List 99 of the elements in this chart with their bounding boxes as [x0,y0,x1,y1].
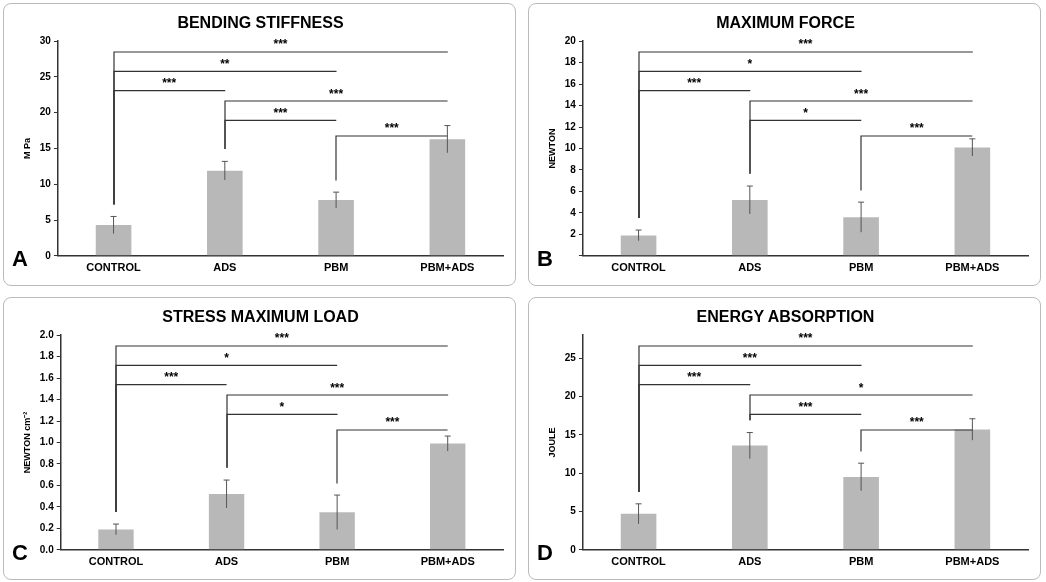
x-tick-label: PBM [848,555,874,568]
y-tick-label: 0 [45,249,52,261]
bar [843,476,879,550]
bar [620,235,657,256]
x-tick-label: PBM+ADS [420,555,475,568]
annotation: *** [162,75,177,90]
annotation: *** [164,369,179,384]
y-tick-label: 1.4 [39,393,55,405]
y-tick-label: 2.0 [39,328,55,340]
bar [620,513,657,550]
y-tick-label: 5 [45,213,52,225]
x-tick-label: ADS [738,261,762,274]
annotation: * [858,380,864,395]
x-tick-label: CONTROL [611,555,667,568]
x-tick-label: PBM+ADS [945,555,1000,568]
y-tick-label: 25 [39,70,52,82]
annotation: *** [384,120,400,135]
y-axis-title: NEWTON [546,128,557,169]
annotation: *** [909,120,925,135]
bar [98,529,134,550]
x-tick-label: PBM [324,555,350,568]
y-tick-label: 0.4 [39,500,55,512]
x-tick-label: CONTROL [86,261,142,274]
y-tick-label: 0.8 [39,457,55,469]
y-tick-label: 8 [570,163,577,175]
annotation: *** [273,105,288,120]
y-tick-label: 16 [564,77,577,89]
y-tick-label: 1.0 [39,436,55,448]
annotation: *** [274,331,290,346]
y-tick-label: 12 [564,120,577,132]
x-tick-label: CONTROL [611,261,667,274]
annotation: *** [330,380,345,395]
y-tick-label: 1.8 [39,350,55,362]
annotation: *** [798,399,813,414]
x-tick-label: PBM [848,261,874,274]
annotation: *** [687,369,702,384]
chart-title: ENERGY ABSORPTION [696,308,875,326]
annotation: * [279,399,285,414]
y-tick-label: 30 [39,34,52,46]
annotation: *** [687,75,702,90]
y-tick-label: 0 [570,543,577,555]
annotation: *** [909,414,925,429]
text: D [537,539,553,565]
text: C [12,539,28,565]
text: A [12,245,28,271]
y-tick-label: 2 [570,228,577,240]
y-tick-label: 0.6 [39,479,55,491]
x-tick-label: ADS [214,555,239,568]
x-tick-label: PBM+ADS [420,261,475,274]
y-tick-label: 20 [39,106,52,118]
y-tick-label: 6 [570,185,577,197]
y-tick-label: 1.6 [39,371,55,383]
annotation: *** [742,350,758,365]
annotation: * [747,56,753,71]
annotation: *** [854,86,869,101]
y-tick-label: 20 [564,390,577,402]
y-tick-label: 0.2 [39,522,55,534]
y-tick-label: 25 [564,351,577,363]
y-tick-label: 4 [570,206,577,218]
annotation: *** [798,37,813,52]
annotation: *** [385,414,400,429]
annotation: ** [220,56,230,71]
chart-title: BENDING STIFFNESS [177,14,344,32]
y-axis-title: JOULE [546,427,557,458]
y-tick-label: 18 [564,56,577,68]
bar [843,217,879,256]
bar [207,170,243,256]
annotation: * [803,105,809,120]
chart-title: MAXIMUM FORCE [716,14,856,32]
annotation: * [224,350,230,365]
text: B [537,245,553,271]
y-tick-label: 14 [564,99,577,111]
bar [732,445,768,550]
y-tick-label: 15 [39,142,52,154]
y-axis-title: NEWTON cm⁻² [21,411,32,474]
y-tick-label: 10 [564,466,577,478]
annotation: *** [798,331,813,346]
bar [430,443,466,550]
y-tick-label: 0.0 [39,543,55,555]
x-tick-label: ADS [213,261,237,274]
bar [208,494,245,550]
y-axis-title: M Pa [21,137,32,160]
y-tick-label: 20 [564,34,577,46]
x-tick-label: PBM+ADS [945,261,1000,274]
y-tick-label: 10 [39,178,52,190]
annotation: *** [329,86,344,101]
chart-title: STRESS MAXIMUM LOAD [162,308,359,326]
bar [95,225,132,256]
y-tick-label: 15 [564,428,577,440]
x-tick-label: CONTROL [88,555,144,568]
bar [318,200,354,256]
y-tick-label: 5 [570,505,577,517]
x-tick-label: ADS [738,555,762,568]
y-tick-label: 1.2 [39,414,55,426]
bar [319,512,355,550]
annotation: *** [273,37,288,52]
bar [732,200,768,256]
y-tick-label: 10 [564,142,577,154]
x-tick-label: PBM [323,261,349,274]
